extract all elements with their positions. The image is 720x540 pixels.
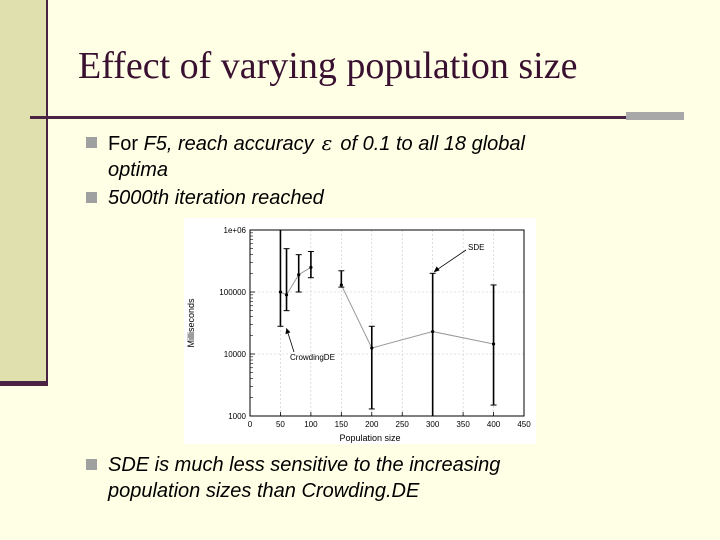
arrow-head-icon [433, 266, 440, 273]
y-tick-label: 100000 [219, 288, 246, 297]
x-tick-label: 400 [487, 420, 501, 429]
x-tick-label: 100 [304, 420, 318, 429]
data-point [370, 346, 374, 350]
series-line-CrowdingDE [280, 266, 312, 296]
x-tick-label: 0 [248, 420, 253, 429]
bottom-bullet-line2: population sizes than Crowding.DE [108, 480, 420, 502]
title-rule-accent [626, 112, 684, 120]
bullet-prefix: For [108, 133, 144, 155]
x-axis-label: Population size [339, 433, 400, 443]
bullet-list: For F5, reach accuracy ε of 0.1 to all 18 … [86, 130, 686, 211]
data-point [339, 283, 343, 287]
bullet-item: SDE is much less sensitive to the increa… [86, 452, 686, 504]
bullet-marker-icon [86, 137, 97, 148]
y-tick-label: 10000 [224, 350, 247, 359]
side-decoration-edge [46, 0, 48, 386]
x-tick-label: 350 [456, 420, 470, 429]
x-tick-label: 150 [335, 420, 349, 429]
epsilon-symbol: ε [321, 131, 333, 155]
data-point [491, 342, 496, 346]
bullet-text: 5000th iteration reached [108, 187, 324, 209]
annotation-sde: SDE [468, 243, 484, 252]
annotation-arrow-sde [434, 249, 467, 272]
title-rule [30, 116, 660, 119]
bullet-item: 5000th iteration reached [86, 185, 686, 211]
x-tick-label: 50 [276, 420, 285, 429]
bullet-suffix: of 0.1 to all 18 global [340, 133, 525, 155]
bottom-bullet: SDE is much less sensitive to the increa… [86, 452, 686, 504]
side-decoration-bar [0, 0, 46, 383]
x-tick-label: 250 [396, 420, 410, 429]
bottom-bullet-line1: SDE is much less sensitive to the increa… [108, 454, 501, 476]
data-point [284, 293, 289, 297]
data-point [309, 265, 313, 269]
chart-panel: 0 50 100 150 200 250 300 350 400 450 1000 10000 1000… [184, 218, 536, 444]
bullet-marker-icon [86, 192, 97, 203]
x-tick-label: 300 [426, 420, 440, 429]
data-point [297, 273, 301, 277]
y-axis-label: Milliseconds [186, 298, 196, 348]
bullet-marker-icon [86, 459, 97, 470]
data-point [431, 329, 435, 334]
data-point [278, 290, 283, 294]
series-line-SDE [340, 284, 494, 349]
x-tick-label: 450 [517, 420, 531, 429]
bullet-item: For F5, reach accuracy ε of 0.1 to all 18 … [86, 130, 686, 183]
y-tick-label: 1000 [228, 412, 246, 421]
arrow-head-icon [285, 328, 291, 335]
slide-title: Effect of varying population size [78, 45, 578, 87]
x-tick-label: 200 [365, 420, 379, 429]
annotation-crowdingde: CrowdingDE [290, 353, 335, 362]
plot-frame [249, 229, 525, 417]
chart: 0 50 100 150 200 250 300 350 400 450 1000 10000 1000… [186, 226, 531, 443]
bullet-italic: F5, reach accuracy [143, 133, 314, 155]
bullet-line2: optima [108, 159, 169, 181]
y-tick-label: 1e+06 [224, 226, 247, 235]
side-decoration-foot [0, 381, 48, 386]
